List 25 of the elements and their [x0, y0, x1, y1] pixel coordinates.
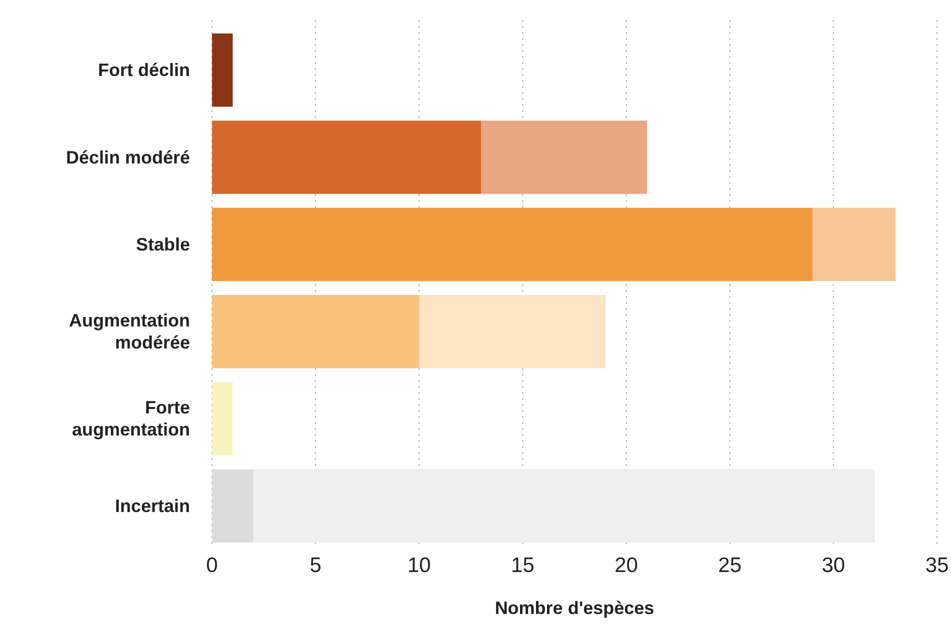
y-tick-label: Stable [136, 234, 190, 254]
x-tick-label: 20 [614, 554, 638, 577]
bar [253, 469, 875, 543]
y-tick-label: Fort déclin [98, 60, 190, 80]
bar [212, 208, 813, 282]
bar [212, 120, 482, 194]
y-tick-label: Augmentation modérée [69, 310, 190, 353]
bar [419, 294, 606, 368]
x-tick-label: 25 [718, 554, 742, 577]
x-tick-label: 15 [511, 554, 534, 577]
bar [212, 33, 233, 107]
y-tick-label: Forte augmentation [72, 398, 190, 440]
bar [212, 469, 254, 543]
bar [212, 382, 233, 456]
bar [212, 294, 420, 368]
y-tick-label: Déclin modéré [66, 147, 190, 168]
y-tick-label: Incertain [114, 496, 190, 516]
x-axis-title: Nombre d'espèces [494, 598, 654, 618]
x-tick-label: 0 [206, 554, 218, 577]
x-tick-label: 5 [310, 554, 322, 577]
bar [481, 120, 647, 194]
bar [812, 208, 896, 282]
x-tick-label: 30 [822, 554, 846, 577]
x-tick-label: 35 [925, 554, 949, 577]
x-tick-label: 10 [407, 554, 431, 577]
